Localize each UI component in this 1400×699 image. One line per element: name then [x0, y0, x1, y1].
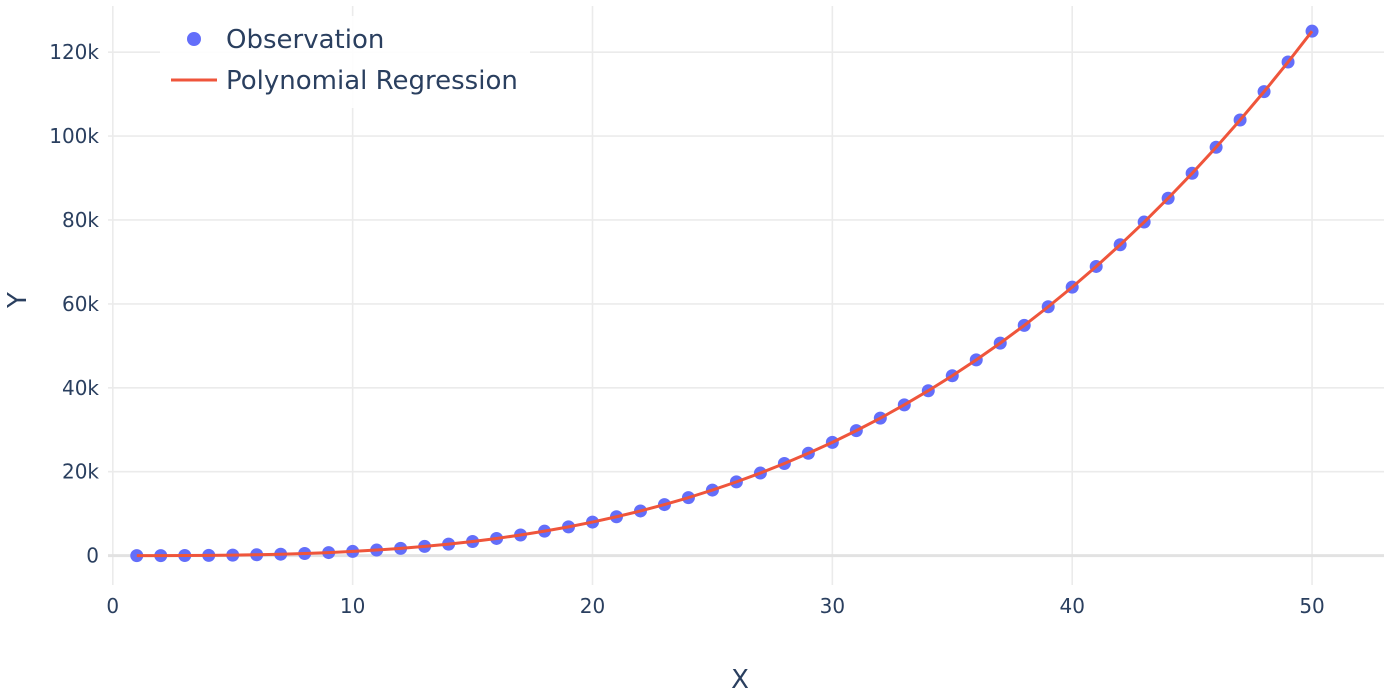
- legend[interactable]: Observation Polynomial Regression: [160, 16, 530, 108]
- y-tick-label: 0: [86, 544, 99, 568]
- legend-background: [160, 16, 530, 108]
- legend-item-observation[interactable]: Observation: [187, 25, 384, 55]
- y-tick-label: 100k: [49, 124, 99, 148]
- legend-item-polynomial-regression[interactable]: Polynomial Regression: [171, 66, 518, 96]
- x-tick-label: 0: [106, 594, 119, 618]
- legend-label-polynomial-regression: Polynomial Regression: [226, 66, 518, 96]
- x-tick-label: 30: [820, 594, 845, 618]
- y-tick-label: 80k: [62, 208, 99, 232]
- y-axis-title: Y: [3, 292, 33, 309]
- legend-label-observation: Observation: [226, 25, 384, 55]
- y-tick-label: 120k: [49, 40, 99, 64]
- x-tick-label: 50: [1299, 594, 1324, 618]
- x-tick-label: 10: [340, 594, 365, 618]
- y-tick-label: 60k: [62, 292, 99, 316]
- legend-marker-observation: [187, 32, 201, 46]
- x-tick-label: 20: [580, 594, 605, 618]
- regression-line: [136, 30, 1314, 558]
- grid: [108, 6, 1384, 585]
- y-tick-label: 40k: [62, 376, 99, 400]
- y-tick-label: 20k: [62, 460, 99, 484]
- axis-ticks: 0 10 20 30 40 50 0 20k 40k 60k 80k 100k 120k: [49, 40, 1325, 618]
- x-axis-title: X: [731, 665, 749, 695]
- x-tick-label: 40: [1059, 594, 1084, 618]
- series: [130, 24, 1319, 563]
